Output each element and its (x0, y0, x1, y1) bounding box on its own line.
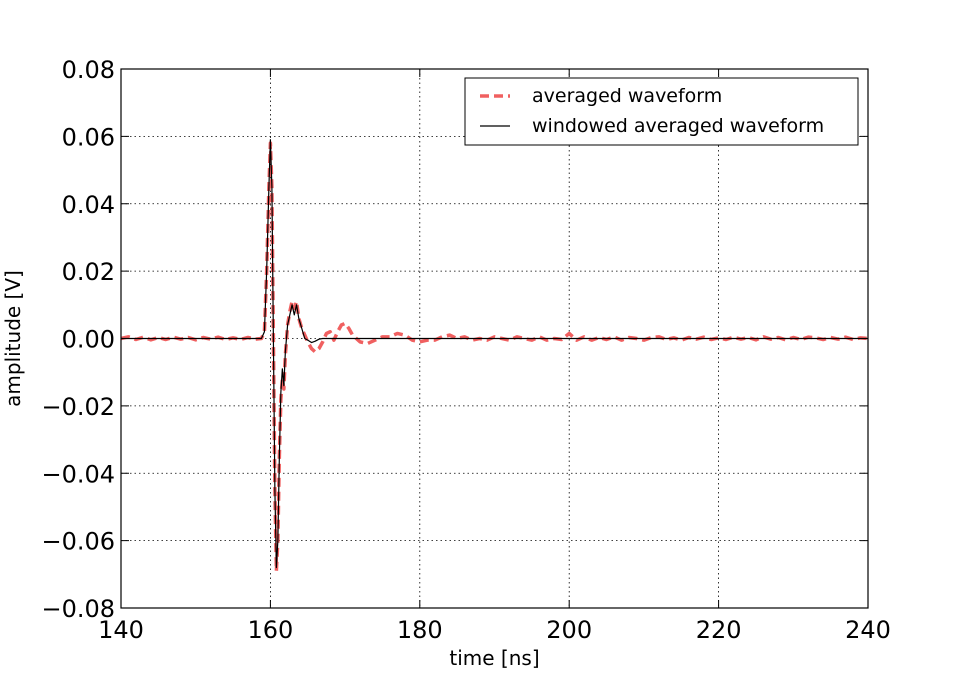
series-line-windowed-averaged-waveform (121, 139, 868, 569)
y-tick-label: 0.00 (62, 326, 115, 354)
series-lines (120, 139, 869, 573)
x-tick-label: 200 (546, 616, 592, 644)
y-tick-label: −0.04 (41, 460, 115, 488)
y-tick-label: −0.02 (41, 393, 115, 421)
x-tick-label: 160 (247, 616, 293, 644)
y-axis-label: amplitude [V] (1, 270, 25, 407)
y-tick-label: 0.02 (62, 258, 115, 286)
y-tick-label: 0.06 (62, 123, 115, 151)
x-tick-label: 140 (98, 616, 144, 644)
y-tick-label: −0.06 (41, 528, 115, 556)
legend-label-averaged: averaged waveform (532, 85, 722, 107)
y-tick-label: 0.08 (62, 56, 115, 84)
y-tick-label: −0.08 (41, 595, 115, 623)
legend-box (464, 77, 859, 146)
x-tick-label: 220 (696, 616, 742, 644)
y-tick-label: 0.04 (62, 191, 115, 219)
legend: averaged waveform windowed averaged wave… (464, 77, 859, 146)
x-tick-label: 240 (845, 616, 891, 644)
x-tick-label: 180 (397, 616, 443, 644)
axis-ticks: 140 160 180 200 220 240 −0.08 −0.06 −0.04 −0.02 0.… (41, 56, 890, 644)
x-axis-label: time [ns] (449, 646, 539, 670)
legend-label-windowed: windowed averaged waveform (532, 115, 824, 137)
